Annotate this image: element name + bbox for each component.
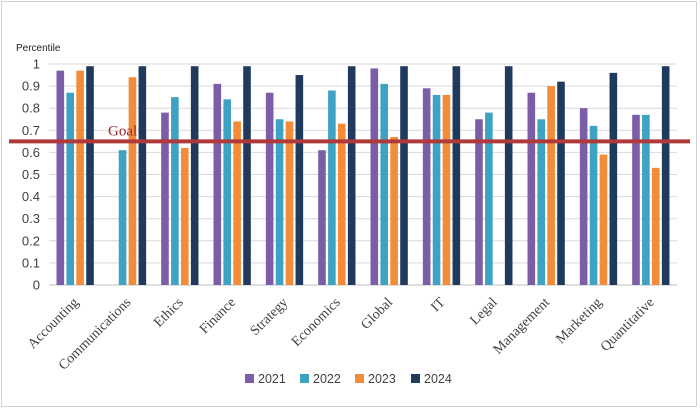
bar-2022-global [380,83,389,285]
bar-2021-quantitative [632,114,640,285]
legend-label-2022: 2022 [313,372,341,386]
x-tick-label: Ethics [151,295,186,330]
x-tick-label: IT [428,295,448,315]
x-tick-label: Strategy [248,295,292,339]
bar-2024-ethics [190,66,199,286]
bar-2024-communications [138,66,147,286]
x-tick-label: Finance [197,295,239,337]
y-tick-label: 0.6 [22,145,40,160]
bar-2024-it [452,66,461,286]
bar-2021-global [370,68,379,285]
bar-2024-legal [504,66,513,286]
bar-2022-accounting [66,92,75,285]
x-tick-label: Economics [289,295,344,350]
bar-2024-economics [347,66,356,286]
bar-2023-ethics [180,147,189,285]
legend-label-2023: 2023 [368,372,396,386]
bar-2024-strategy [295,75,304,285]
y-tick-label: 0.4 [22,189,40,204]
bar-2022-management [537,119,546,285]
bar-2023-economics [337,123,346,285]
bar-2021-marketing [579,108,588,285]
y-tick-label: 0.7 [22,123,40,138]
x-tick-label: Management [491,295,553,357]
bar-2024-global [400,66,408,286]
bar-2023-communications [128,77,137,285]
bar-2021-management [527,92,536,285]
x-tick-label: Global [358,295,396,333]
legend-label-2024: 2024 [424,372,452,386]
bar-2021-legal [475,119,483,285]
y-tick-label: 0.9 [22,79,40,94]
bar-2023-it [442,94,451,285]
y-tick-label: 0.2 [22,233,40,248]
bar-2021-it [422,88,431,285]
y-tick-label: 0.5 [22,167,40,182]
bar-2021-strategy [265,92,274,285]
bar-2022-finance [223,99,232,285]
bar-2021-ethics [161,112,169,286]
bar-2023-marketing [599,154,608,285]
legend-label-2021: 2021 [258,372,286,386]
bar-2024-accounting [86,66,94,286]
bar-2022-economics [328,90,336,286]
bar-2023-accounting [76,70,84,285]
y-tick-label: 0 [33,278,40,293]
bar-2023-global [390,136,398,285]
x-tick-label: Marketing [553,295,605,347]
bar-2022-communications [118,150,127,285]
x-tick-label: Accounting [25,295,82,352]
goal-label: Goal [108,123,137,139]
legend-swatch-2022 [300,374,309,383]
bar-2024-marketing [609,72,618,285]
y-tick-label: 0.8 [22,101,40,116]
bar-2021-economics [318,150,326,285]
legend-swatch-2023 [355,374,364,383]
bar-2024-management [557,81,565,286]
y-tick-label: 0.1 [22,255,40,270]
legend-swatch-2021 [245,374,254,383]
bar-2023-quantitative [651,167,660,285]
x-tick-label: Quantitative [598,295,658,355]
bar-2022-marketing [589,125,598,285]
bar-2024-finance [243,66,251,286]
bar-2022-it [432,94,441,285]
bar-2022-quantitative [642,114,650,285]
bar-2024-quantitative [661,66,670,286]
bar-2021-finance [213,83,222,285]
legend-swatch-2024 [411,374,420,383]
bar-2022-legal [485,112,493,286]
y-axis-label: Percentile [16,43,61,54]
bar-2021-accounting [56,70,65,285]
x-tick-label: Legal [468,295,501,328]
bar-2023-finance [233,121,241,286]
y-tick-label: 0.3 [22,211,40,226]
bar-2022-strategy [275,119,284,285]
y-tick-label: 1 [33,57,40,72]
bar-2023-strategy [285,121,294,286]
bar-2022-ethics [171,97,179,286]
bar-2023-management [547,86,555,285]
